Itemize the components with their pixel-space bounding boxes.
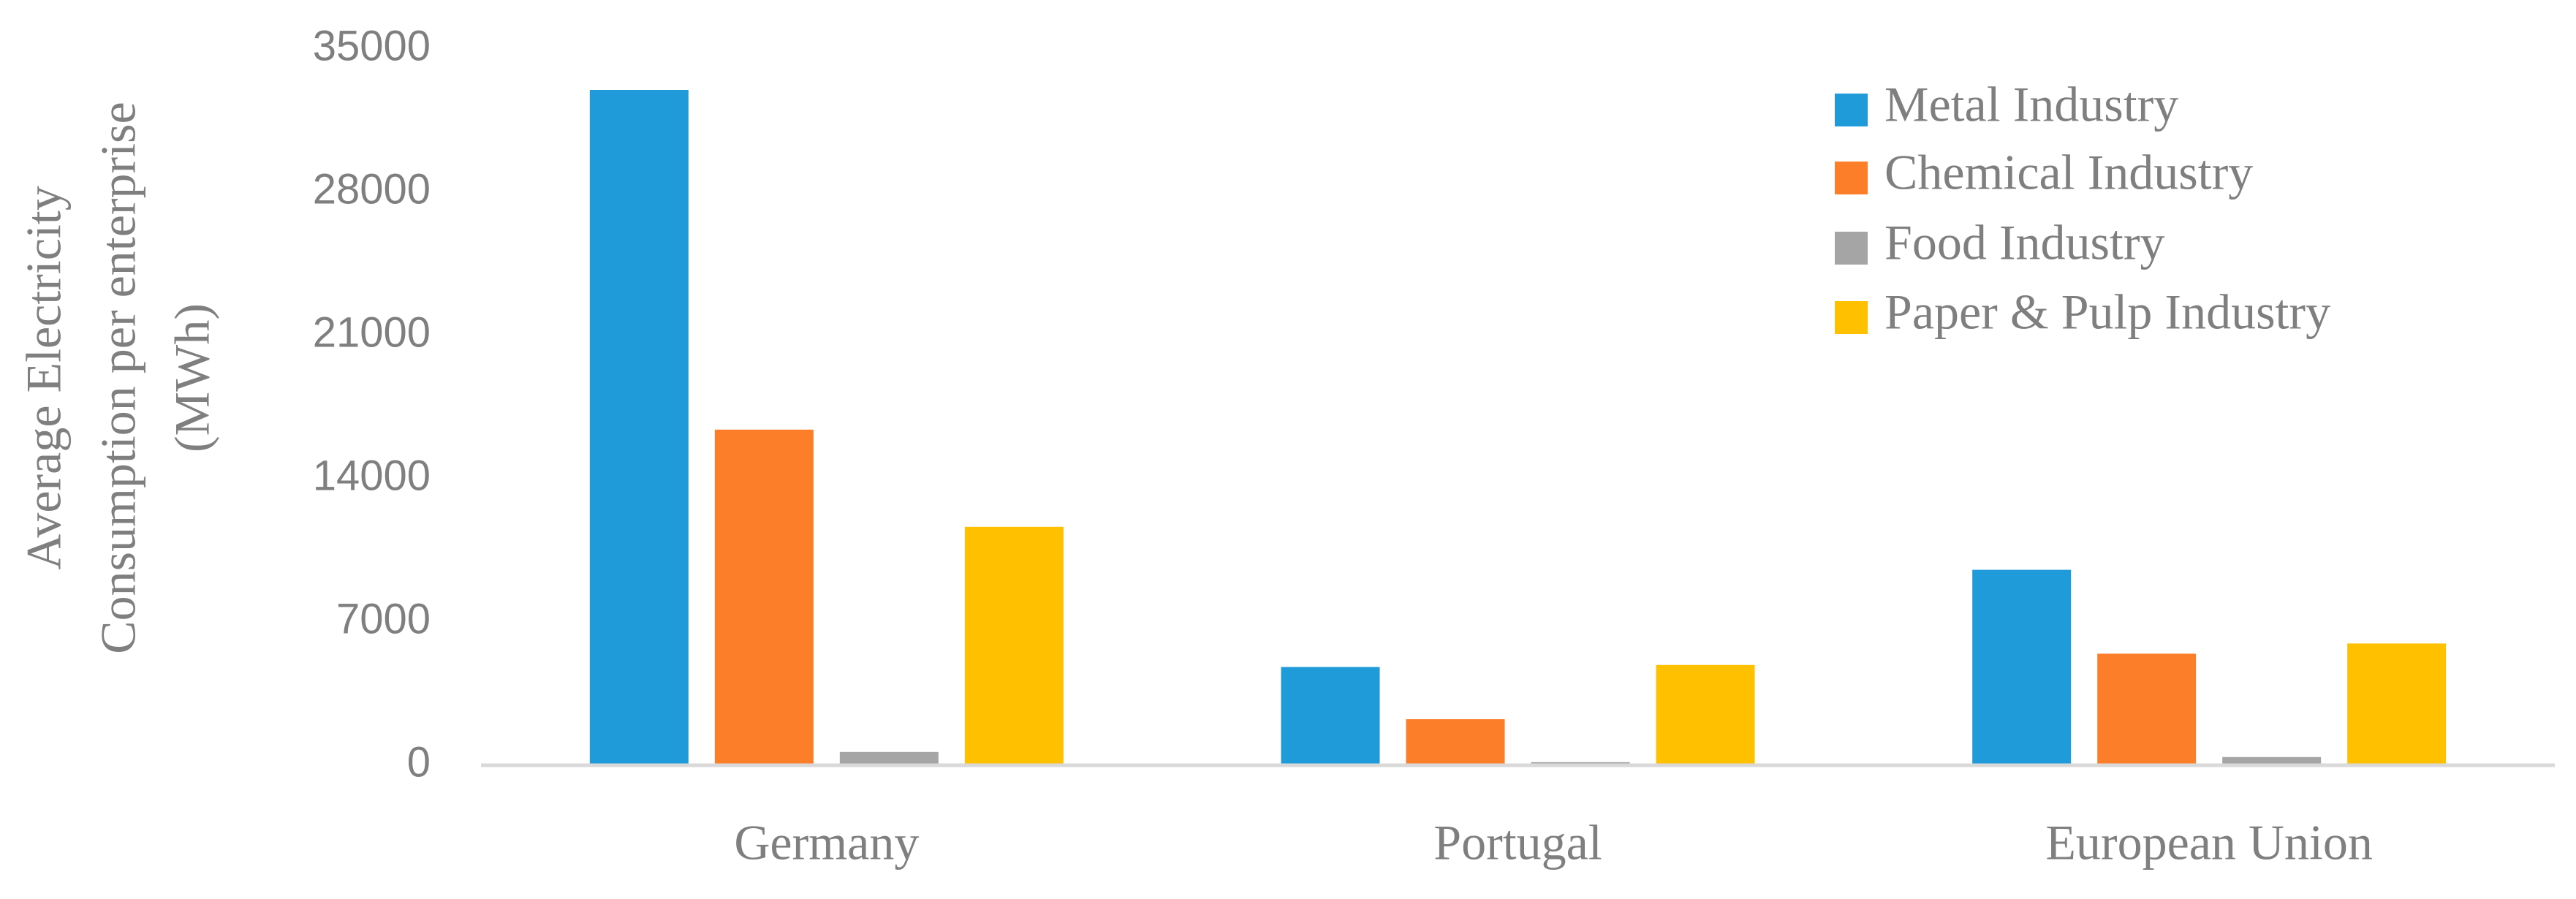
bar <box>964 526 1064 765</box>
legend-swatch <box>1835 162 1868 194</box>
bar <box>839 751 939 765</box>
y-tick-label: 35000 <box>313 22 431 69</box>
bar <box>589 90 689 765</box>
x-tick-label: Germany <box>734 815 919 870</box>
y-axis-title: Average Electricity <box>16 186 72 569</box>
legend-swatch <box>1835 232 1868 265</box>
y-tick-label: 21000 <box>313 308 431 356</box>
x-tick-label: European Union <box>2045 815 2373 870</box>
y-axis-title: (MWh) <box>164 303 220 452</box>
y-axis-title: Consumption per enterprise <box>91 102 146 653</box>
bar <box>1406 719 1505 765</box>
bar <box>1972 569 2072 765</box>
legend-label: Chemical Industry <box>1884 145 2253 200</box>
bar <box>1656 664 1755 765</box>
bar <box>714 429 814 765</box>
legend-label: Paper & Pulp Industry <box>1884 284 2330 340</box>
legend-label: Food Industry <box>1884 215 2164 270</box>
legend-label: Metal Industry <box>1884 77 2178 132</box>
y-tick-label: 14000 <box>313 452 431 499</box>
legend-swatch <box>1835 94 1868 126</box>
bar <box>1281 667 1380 765</box>
bar <box>2347 643 2447 765</box>
y-tick-label: 7000 <box>336 595 431 642</box>
y-tick-label: 28000 <box>313 165 431 213</box>
legend-swatch <box>1835 301 1868 334</box>
y-tick-label: 0 <box>407 738 431 786</box>
bar <box>2097 653 2197 765</box>
bar <box>2222 756 2322 765</box>
x-tick-label: Portugal <box>1433 815 1602 870</box>
